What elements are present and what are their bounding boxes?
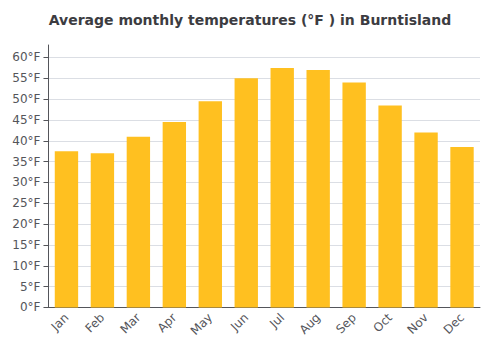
svg-text:Oct: Oct — [370, 310, 395, 335]
svg-text:50°F: 50°F — [12, 92, 40, 106]
svg-text:40°F: 40°F — [12, 134, 40, 148]
svg-text:Jul: Jul — [266, 311, 287, 332]
svg-text:Mar: Mar — [117, 310, 143, 336]
svg-text:60°F: 60°F — [12, 50, 40, 64]
svg-text:15°F: 15°F — [12, 238, 40, 252]
svg-text:10°F: 10°F — [12, 259, 40, 273]
svg-text:Feb: Feb — [82, 311, 107, 336]
svg-text:Aug: Aug — [297, 311, 323, 337]
svg-text:5°F: 5°F — [20, 280, 41, 294]
svg-text:Apr: Apr — [155, 310, 180, 335]
svg-text:20°F: 20°F — [12, 217, 40, 231]
svg-text:Average monthly temperatures (: Average monthly temperatures (°F ) in Bu… — [49, 12, 452, 28]
svg-text:25°F: 25°F — [12, 196, 40, 210]
svg-text:Sep: Sep — [333, 311, 359, 337]
svg-text:45°F: 45°F — [12, 113, 40, 127]
svg-text:0°F: 0°F — [20, 300, 41, 314]
svg-text:May: May — [188, 311, 215, 338]
svg-text:Nov: Nov — [405, 311, 431, 337]
svg-text:Jun: Jun — [227, 311, 251, 335]
svg-text:Dec: Dec — [441, 311, 467, 337]
svg-text:55°F: 55°F — [12, 71, 40, 85]
svg-text:30°F: 30°F — [12, 175, 40, 189]
svg-text:Jan: Jan — [48, 311, 72, 335]
svg-text:35°F: 35°F — [12, 155, 40, 169]
